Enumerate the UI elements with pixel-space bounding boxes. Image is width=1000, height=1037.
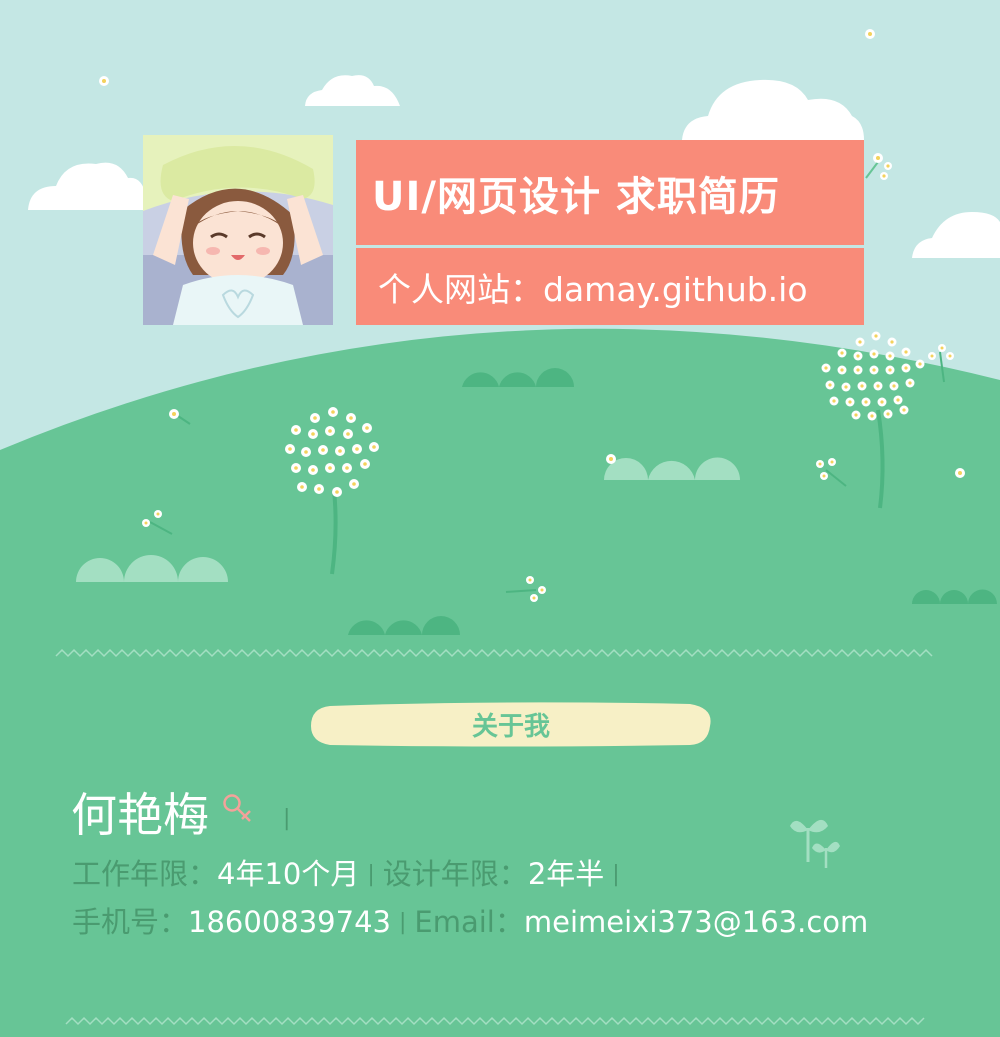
cloud-icon xyxy=(28,162,146,210)
work-years-value: 4年10个月 xyxy=(217,857,360,891)
about-section-label: 关于我 xyxy=(471,712,550,742)
about-pill-shape xyxy=(311,702,711,747)
design-years-value: 2年半 xyxy=(527,857,605,891)
about-section-pill: 关于我 xyxy=(311,704,711,746)
sprout-icon xyxy=(790,819,840,868)
resume-title: UI/网页设计 求职简历 xyxy=(356,140,864,245)
profile-name: 何艳梅 xyxy=(71,786,209,844)
hill xyxy=(0,328,1000,1037)
website-banner: 个人网站：damay.github.io xyxy=(356,248,864,325)
name-divider: | xyxy=(283,806,291,831)
cloud-icon xyxy=(682,79,864,140)
flower-icon xyxy=(99,29,892,180)
work-years-label: 工作年限： xyxy=(72,857,218,891)
phone-value[interactable]: 18600839743 xyxy=(188,905,391,939)
zigzag-divider xyxy=(55,648,933,658)
email-value[interactable]: meimeixi373@163.com xyxy=(523,905,869,939)
female-icon: ♀ xyxy=(223,794,251,822)
contact-row: 手机号：18600839743 | Email：meimeixi373@163.co… xyxy=(72,899,868,941)
experience-row: 工作年限：4年10个月 | 设计年限：2年半 | xyxy=(72,851,628,893)
flower-icon xyxy=(142,344,965,602)
bush-icon xyxy=(348,368,997,635)
avatar xyxy=(143,135,333,325)
divider: | xyxy=(398,910,407,935)
profile-name-text: 何艳梅 xyxy=(71,788,209,842)
design-years-label: 设计年限： xyxy=(382,857,528,891)
dandelion-icon xyxy=(285,407,379,575)
resume-title-text: UI/网页设计 求职简历 xyxy=(372,173,780,220)
phone-label: 手机号： xyxy=(72,905,189,939)
cloud-icon xyxy=(912,212,1000,258)
bush-icon xyxy=(76,457,740,582)
website-link[interactable]: damay.github.io xyxy=(543,269,808,309)
divider: | xyxy=(612,862,620,887)
divider: | xyxy=(367,862,375,887)
website-label: 个人网站： xyxy=(378,269,543,309)
dandelion-icon xyxy=(821,331,925,509)
cloud-icon xyxy=(305,75,400,106)
zigzag-divider xyxy=(65,1016,925,1026)
email-label: Email： xyxy=(414,905,524,939)
